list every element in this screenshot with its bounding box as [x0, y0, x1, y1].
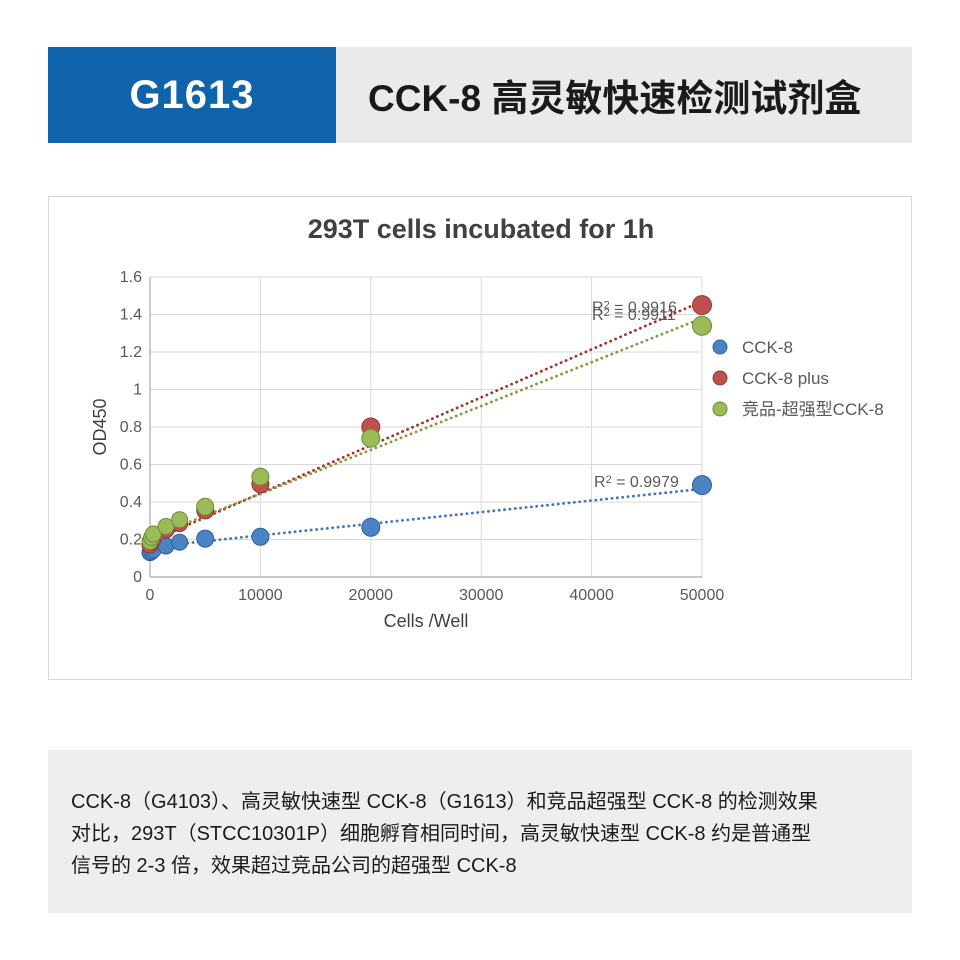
- svg-text:10000: 10000: [238, 587, 283, 604]
- svg-text:20000: 20000: [349, 587, 394, 604]
- svg-text:1.4: 1.4: [120, 307, 142, 324]
- svg-text:1.2: 1.2: [120, 344, 142, 361]
- svg-text:CCK-8 plus: CCK-8 plus: [742, 369, 829, 388]
- svg-text:30000: 30000: [459, 587, 504, 604]
- svg-text:Cells /Well: Cells /Well: [384, 611, 469, 631]
- svg-text:293T cells incubated for 1h: 293T cells incubated for 1h: [308, 214, 655, 244]
- svg-text:竞品-超强型CCK-8: 竞品-超强型CCK-8: [742, 400, 884, 419]
- svg-text:1.6: 1.6: [120, 269, 142, 286]
- svg-text:CCK-8: CCK-8: [742, 338, 793, 357]
- svg-text:0.8: 0.8: [120, 419, 142, 436]
- svg-text:0.6: 0.6: [120, 457, 142, 474]
- svg-text:0.4: 0.4: [120, 494, 142, 511]
- svg-text:R2 = 0.9911: R2 = 0.9911: [592, 307, 676, 324]
- svg-text:R2 = 0.9979: R2 = 0.9979: [594, 474, 679, 491]
- svg-text:0: 0: [146, 587, 155, 604]
- svg-text:40000: 40000: [569, 587, 614, 604]
- svg-text:50000: 50000: [680, 587, 725, 604]
- svg-text:0.2: 0.2: [120, 532, 142, 549]
- svg-text:OD450: OD450: [90, 398, 110, 455]
- svg-text:1: 1: [133, 382, 142, 399]
- svg-text:0: 0: [133, 569, 142, 586]
